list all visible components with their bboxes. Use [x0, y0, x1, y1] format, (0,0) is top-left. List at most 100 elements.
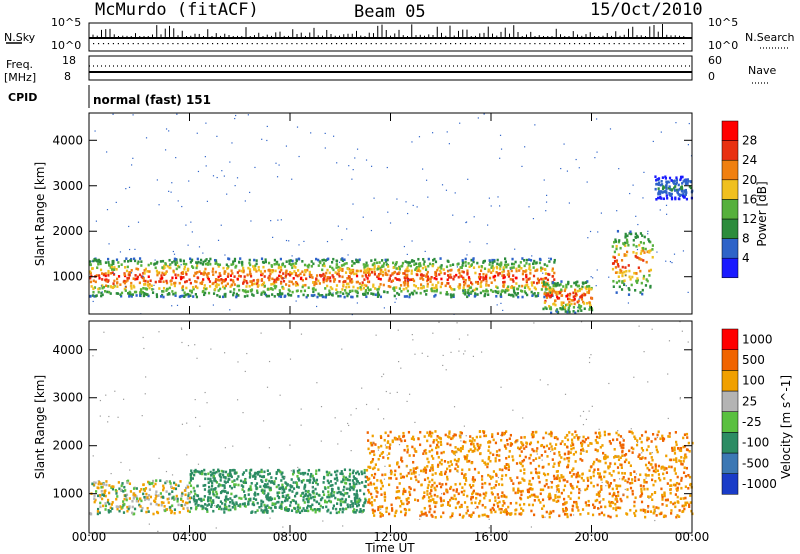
velocity-cell: [514, 512, 517, 516]
power-cell: [357, 260, 360, 264]
power-cell: [284, 274, 288, 277]
velocity-cell: [491, 506, 494, 510]
nsearch-dot: [598, 43, 600, 45]
velocity-cell: [278, 491, 281, 494]
power-cell: [466, 271, 469, 275]
power-cell: [221, 295, 225, 299]
velocity-cell: [684, 501, 687, 505]
velocity-cell: [639, 508, 642, 512]
nsearch-dot: [430, 43, 432, 45]
power-cell: [143, 269, 146, 272]
power-cell: [366, 264, 369, 267]
velocity-cell: [651, 432, 655, 436]
power-cell: [195, 280, 198, 284]
velocity-cell: [558, 476, 561, 480]
power-noise-dot: [172, 250, 174, 253]
velocity-cell: [453, 494, 456, 497]
velocity-cell: [168, 480, 171, 483]
velocity-cell: [207, 472, 210, 476]
power-cell: [518, 269, 521, 272]
velocity-cell: [507, 455, 511, 459]
power-noise-dot: [386, 166, 388, 169]
power-cell: [112, 273, 116, 276]
velocity-cell: [490, 491, 493, 494]
nsearch-dot: [157, 43, 159, 45]
velocity-cell: [627, 477, 630, 481]
power-cell: [203, 284, 206, 287]
power-cell: [544, 276, 548, 280]
velocity-cell: [387, 440, 390, 443]
velocity-cell: [516, 491, 520, 494]
velocity-cell: [233, 469, 236, 472]
velocity-cell: [227, 508, 230, 512]
velocity-cell: [193, 500, 196, 503]
power-cell: [410, 269, 413, 273]
velocity-cell: [200, 472, 204, 476]
power-cell: [140, 291, 143, 295]
velocity-cell: [210, 484, 214, 488]
power-noise-dot: [285, 239, 288, 242]
velocity-cell: [529, 441, 533, 445]
velocity-cell: [423, 478, 427, 482]
power-noise-dot: [524, 146, 526, 148]
velocity-cell: [431, 431, 434, 435]
velocity-cell: [406, 502, 409, 506]
power-cell: [558, 283, 561, 287]
velocity-cell: [591, 503, 595, 507]
velocity-cell: [538, 471, 541, 475]
velocity-cell: [341, 497, 344, 501]
power-noise-dot: [542, 272, 544, 274]
power-scatter-data: [89, 113, 694, 316]
velocity-cell: [675, 460, 678, 464]
velocity-cell: [346, 491, 349, 495]
power-cell: [186, 292, 189, 296]
velocity-cell: [576, 473, 579, 476]
velocity-cell: [163, 505, 166, 508]
power-cell: [436, 268, 439, 272]
velocity-cell: [201, 504, 204, 508]
power-cell: [247, 266, 250, 270]
velocity-cell: [157, 503, 160, 507]
velocity-cell: [417, 437, 420, 441]
velocity-cell: [267, 492, 270, 496]
power-cell: [381, 273, 385, 277]
velocity-cell: [276, 494, 279, 498]
velocity-cell: [595, 493, 599, 496]
power-cell: [389, 274, 392, 277]
power-cell: [148, 270, 151, 273]
nsearch-dot: [494, 43, 496, 45]
velocity-cell: [531, 448, 534, 451]
velocity-cell: [466, 505, 469, 509]
power-cell: [398, 287, 401, 290]
power-cell: [528, 265, 531, 268]
power-cell: [423, 289, 426, 293]
power-cell: [179, 258, 182, 262]
velocity-cell: [491, 475, 494, 479]
velocity-cell: [425, 514, 428, 517]
velocity-cell: [397, 465, 401, 469]
power-cell: [282, 287, 285, 290]
power-noise-dot: [441, 184, 444, 186]
velocity-cell: [217, 496, 220, 500]
velocity-cell: [650, 456, 653, 459]
velocity-cell: [650, 463, 653, 466]
power-cell: [632, 250, 635, 254]
velocity-cell: [231, 505, 234, 509]
power-cell: [177, 273, 180, 277]
velocity-cell: [615, 506, 618, 510]
power-cell: [249, 263, 252, 267]
power-cell: [577, 299, 580, 303]
power-cell: [282, 272, 285, 275]
power-cell: [500, 295, 503, 298]
velocity-cell: [355, 496, 359, 500]
power-cell: [567, 281, 570, 284]
power-cell: [467, 262, 470, 265]
power-cell: [582, 292, 585, 296]
velocity-cell: [604, 461, 607, 465]
velocity-cell: [678, 515, 681, 518]
colorbar-swatch: [721, 159, 739, 181]
nsearch-dot: [286, 43, 288, 45]
velocity-cell: [575, 500, 578, 504]
power-cell: [245, 285, 248, 288]
power-noise-dot: [548, 257, 550, 259]
